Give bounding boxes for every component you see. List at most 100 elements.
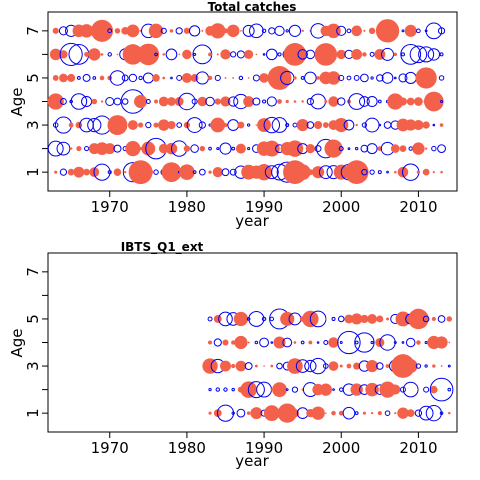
bubble-positive [167, 120, 176, 130]
bubble-positive [83, 168, 90, 176]
bubble-negative [360, 73, 369, 83]
bubble-positive [448, 341, 451, 344]
bubble-positive [255, 124, 258, 126]
bubble-negative [205, 96, 215, 107]
bubble-negative [353, 75, 360, 81]
bubble-positive [267, 66, 292, 90]
bubble-negative [439, 411, 444, 415]
bubble-negative [447, 364, 451, 368]
bubble-positive [240, 29, 242, 32]
y-tick-label: 3 [24, 120, 42, 130]
bubble-positive [231, 363, 236, 369]
bubble-positive [319, 383, 332, 396]
panel-2-title: IBTS_Q1_ext [121, 240, 204, 255]
bubble-negative [381, 72, 394, 84]
bubble-positive [124, 171, 127, 174]
bubble-positive [153, 122, 159, 128]
bubble-positive [234, 335, 248, 350]
bubble-positive [158, 143, 169, 154]
bubble-positive [107, 115, 128, 136]
bubble-positive [231, 340, 236, 345]
bubble-positive [123, 123, 127, 127]
bubble-positive [88, 48, 101, 61]
bubble-positive [162, 53, 166, 56]
bubble-positive [113, 168, 122, 176]
bubble-negative [336, 25, 347, 36]
bubble-positive [316, 76, 320, 80]
bubble-negative [440, 100, 444, 103]
bubble-positive [406, 409, 415, 418]
bubble-negative [416, 28, 421, 34]
bubble-positive [290, 409, 300, 418]
bubble-negative [160, 27, 167, 34]
bubble-negative [229, 168, 237, 176]
bubble-positive [408, 308, 429, 330]
bubble-negative [121, 98, 129, 105]
bubble-positive [446, 316, 453, 322]
bubble-negative [297, 49, 308, 60]
bubble-positive [326, 71, 341, 85]
bubble-negative [59, 42, 83, 66]
bubble-negative [145, 121, 152, 129]
bubble-negative [191, 98, 198, 105]
bubble-positive [376, 315, 384, 323]
bubble-negative [105, 97, 115, 106]
bubble-negative [270, 341, 274, 344]
bubble-positive [405, 119, 417, 131]
bubble-negative [107, 28, 113, 34]
bubble-positive [367, 314, 378, 324]
bubble-negative [369, 169, 375, 175]
bubble-negative [248, 310, 265, 327]
bubble-negative [208, 387, 212, 392]
bubble-negative [261, 316, 267, 322]
bubble-negative [223, 387, 228, 392]
bubble-negative [310, 93, 327, 110]
bubble-negative [142, 72, 154, 84]
bubble-positive [243, 96, 255, 107]
bubble-positive [263, 405, 280, 422]
bubble-positive [250, 407, 263, 420]
bubble-positive [413, 119, 424, 131]
bubble-negative [121, 74, 129, 82]
bubble-positive [179, 164, 195, 180]
bubble-negative [393, 76, 397, 80]
bubble-positive [328, 337, 339, 348]
bubble-positive [90, 19, 114, 42]
bubble-positive [294, 164, 311, 181]
bubble-negative [304, 71, 317, 85]
bubble-negative [431, 145, 437, 152]
bubble-negative [218, 311, 233, 327]
bubble-positive [222, 339, 229, 346]
bubble-positive [390, 384, 401, 395]
bubble-positive [207, 340, 213, 345]
bubble-positive [210, 23, 226, 39]
bubble-positive [368, 27, 376, 35]
bubble-negative [238, 75, 244, 81]
bubble-negative [414, 409, 423, 417]
bubble-negative [175, 27, 183, 35]
bubble-positive [312, 166, 325, 179]
bubble-positive [422, 168, 430, 176]
bubble-negative [231, 411, 235, 415]
bubble-negative [370, 76, 374, 80]
bubble-positive [139, 147, 143, 151]
bubble-positive [161, 162, 182, 183]
bubble-negative [246, 123, 251, 127]
bubble-positive [417, 388, 420, 391]
bubble-negative [366, 95, 378, 108]
bubble-negative [354, 411, 359, 416]
bubble-positive [362, 52, 367, 57]
bubble-positive [100, 53, 104, 56]
bubble-negative [295, 359, 310, 373]
panel-1-title: Total catches [208, 0, 297, 14]
bubble-negative [306, 121, 315, 129]
bubble-positive [54, 170, 58, 174]
bubble-positive [52, 75, 59, 81]
bubble-positive [216, 53, 219, 56]
bubble-negative [322, 363, 329, 369]
bubble-positive [128, 160, 153, 185]
bubble-negative [370, 340, 374, 345]
bubble-positive [334, 117, 349, 133]
bubble-positive [305, 143, 316, 154]
